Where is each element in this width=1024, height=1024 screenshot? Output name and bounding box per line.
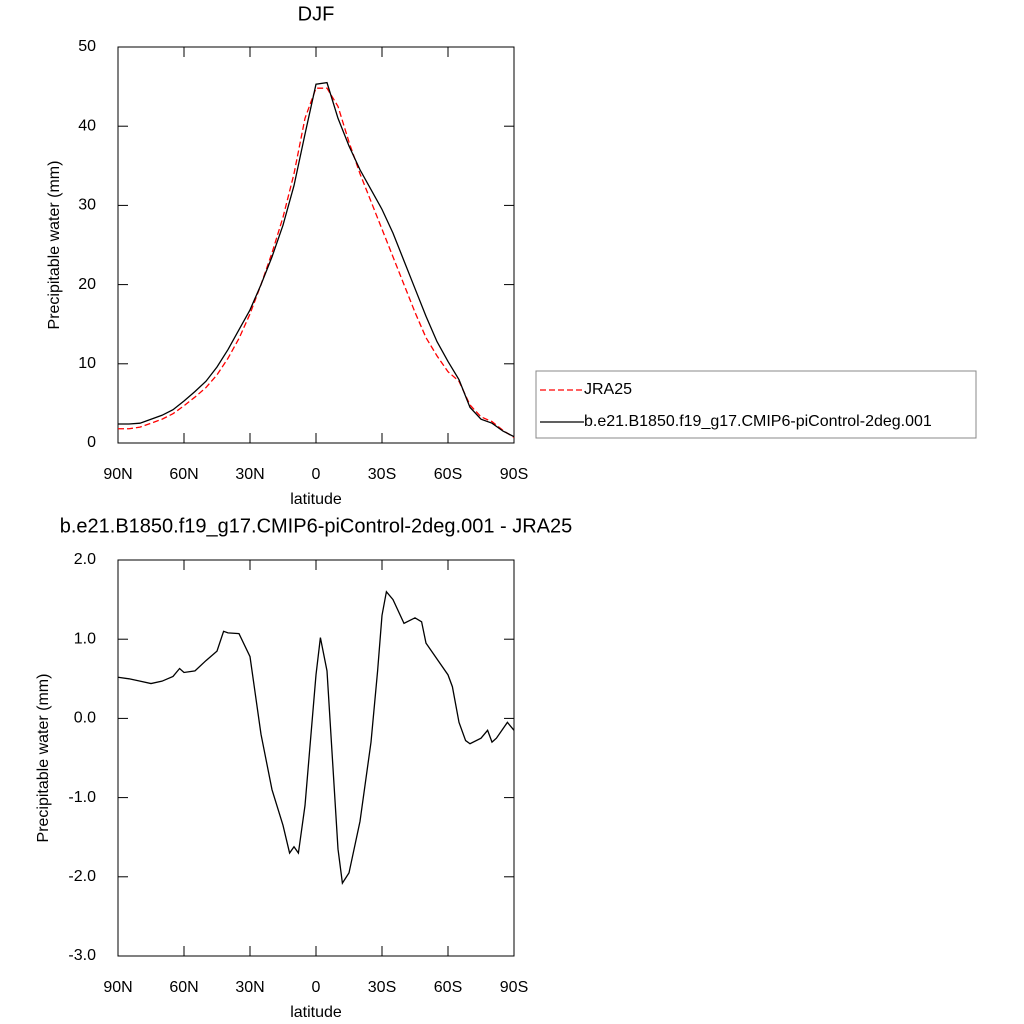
x-axis-label: latitude <box>290 1004 342 1021</box>
x-tick-label: 60S <box>434 979 462 996</box>
y-tick-label: 0 <box>87 434 96 451</box>
x-tick-label: 30S <box>368 979 396 996</box>
chart-title: DJF <box>298 3 335 25</box>
x-tick-label: 60N <box>169 979 198 996</box>
y-tick-label: -3.0 <box>68 947 96 964</box>
y-axis-label: Precipitable water (mm) <box>46 161 63 330</box>
x-tick-label: 60N <box>169 466 198 483</box>
y-tick-label: 50 <box>78 38 96 55</box>
plot-frame <box>117 46 515 444</box>
x-tick-label: 30N <box>235 979 264 996</box>
y-tick-label: 10 <box>78 355 96 372</box>
data-line <box>117 590 515 885</box>
y-tick-label: 1.0 <box>74 630 96 647</box>
y-tick-label: 30 <box>78 197 96 214</box>
legend-label: b.e21.B1850.f19_g17.CMIP6-piControl-2deg… <box>584 413 932 430</box>
x-tick-label: 90N <box>103 466 132 483</box>
x-tick-label: 90S <box>500 979 528 996</box>
x-axis-label: latitude <box>290 491 342 508</box>
y-tick-label: -2.0 <box>68 868 96 885</box>
x-tick-label: 90S <box>500 466 528 483</box>
x-tick-label: 90N <box>103 979 132 996</box>
y-axis-label: Precipitable water (mm) <box>35 674 52 843</box>
legend-box <box>535 370 977 439</box>
plot-frame <box>117 559 515 957</box>
y-tick-label: 20 <box>78 276 96 293</box>
x-tick-label: 0 <box>312 979 321 996</box>
chart-title: b.e21.B1850.f19_g17.CMIP6-piControl-2deg… <box>60 515 573 537</box>
y-tick-label: 2.0 <box>74 551 96 568</box>
y-tick-label: 40 <box>78 117 96 134</box>
data-line <box>118 81 515 438</box>
x-tick-label: 60S <box>434 466 462 483</box>
x-tick-label: 30N <box>235 466 264 483</box>
y-tick-label: -1.0 <box>68 789 96 806</box>
x-tick-label: 0 <box>312 466 321 483</box>
x-tick-label: 30S <box>368 466 396 483</box>
y-tick-label: 0.0 <box>74 710 96 727</box>
legend-label: JRA25 <box>584 381 632 398</box>
data-line <box>118 87 515 439</box>
